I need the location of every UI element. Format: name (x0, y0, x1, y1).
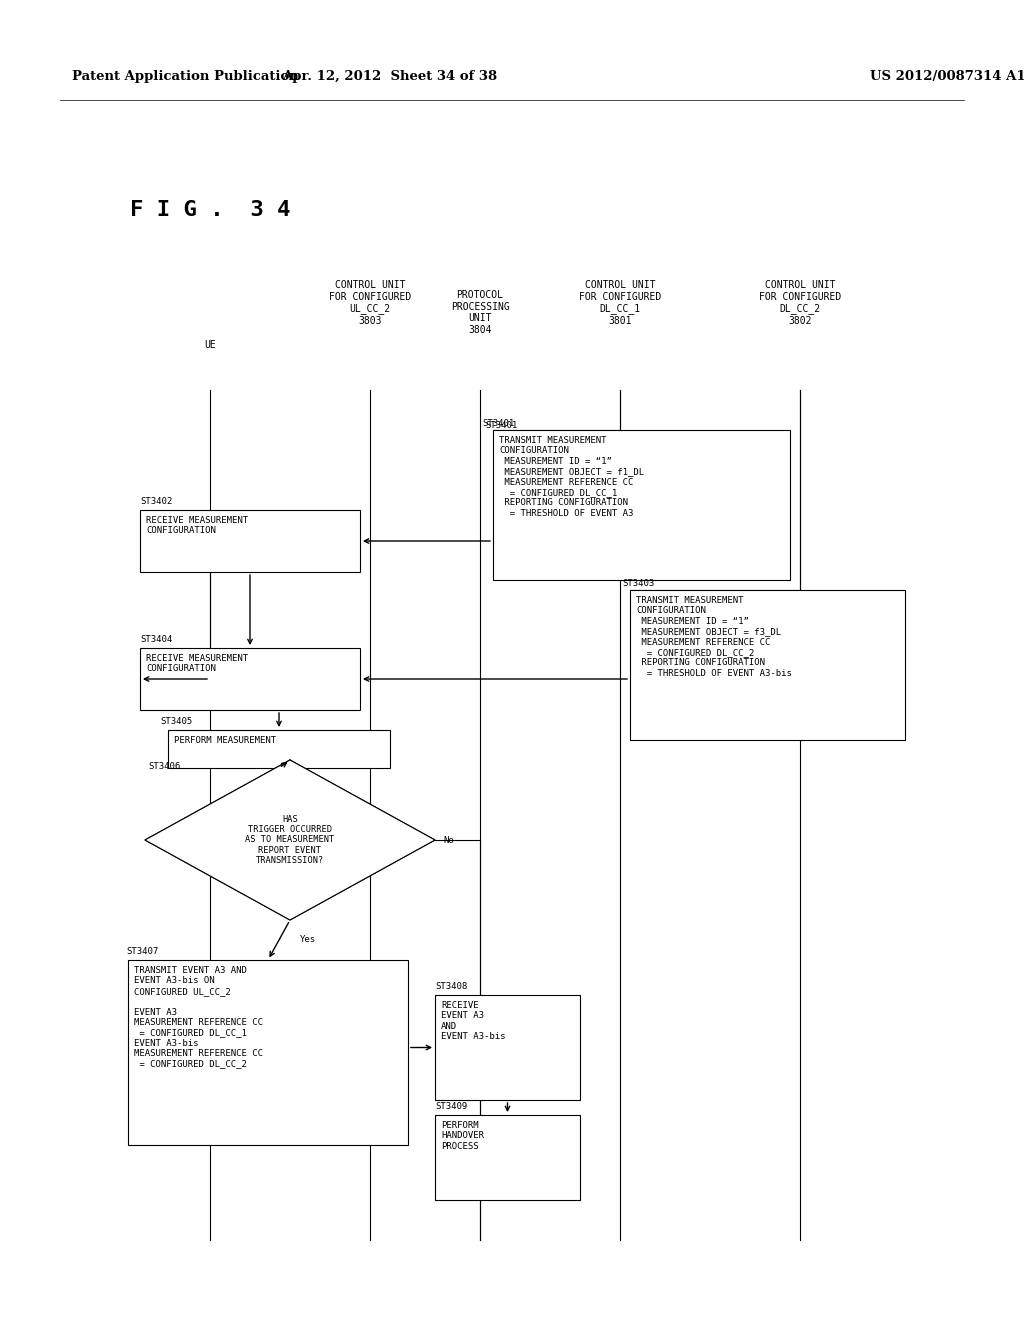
Text: F I G .  3 4: F I G . 3 4 (130, 201, 291, 220)
Text: Yes: Yes (300, 935, 316, 944)
Bar (435, 995, 580, 1100)
Text: UE: UE (204, 341, 216, 350)
Text: Apr. 12, 2012  Sheet 34 of 38: Apr. 12, 2012 Sheet 34 of 38 (283, 70, 498, 83)
Text: ST3401: ST3401 (482, 418, 514, 428)
Text: ST3408: ST3408 (435, 982, 467, 991)
Text: PROTOCOL
PROCESSING
UNIT
3804: PROTOCOL PROCESSING UNIT 3804 (451, 290, 509, 335)
Text: ST3403: ST3403 (622, 579, 654, 587)
Bar (493, 430, 790, 579)
Bar (128, 960, 408, 1144)
Text: ST3404: ST3404 (140, 635, 172, 644)
Bar (168, 730, 390, 768)
Bar (140, 648, 360, 710)
Text: No: No (443, 836, 454, 845)
Text: HAS
TRIGGER OCCURRED
AS TO MEASUREMENT
REPORT EVENT
TRANSMISSION?: HAS TRIGGER OCCURRED AS TO MEASUREMENT R… (246, 814, 335, 866)
Text: CONTROL UNIT
FOR CONFIGURED
DL_CC_2
3802: CONTROL UNIT FOR CONFIGURED DL_CC_2 3802 (759, 280, 841, 326)
Text: ST3405: ST3405 (160, 717, 193, 726)
Text: RECEIVE MEASUREMENT
CONFIGURATION: RECEIVE MEASUREMENT CONFIGURATION (146, 653, 248, 673)
Text: TRANSMIT EVENT A3 AND
EVENT A3-bis ON
CONFIGURED UL_CC_2

EVENT A3
MEASUREMENT R: TRANSMIT EVENT A3 AND EVENT A3-bis ON CO… (134, 966, 263, 1069)
Text: ST3409: ST3409 (435, 1102, 467, 1111)
Bar (630, 590, 905, 741)
Bar (435, 1115, 580, 1200)
Text: PERFORM MEASUREMENT: PERFORM MEASUREMENT (174, 737, 276, 744)
Text: RECEIVE
EVENT A3
AND
EVENT A3-bis: RECEIVE EVENT A3 AND EVENT A3-bis (441, 1001, 506, 1041)
Text: ST3401: ST3401 (485, 421, 517, 430)
Text: RECEIVE MEASUREMENT
CONFIGURATION: RECEIVE MEASUREMENT CONFIGURATION (146, 516, 248, 536)
Text: CONTROL UNIT
FOR CONFIGURED
UL_CC_2
3803: CONTROL UNIT FOR CONFIGURED UL_CC_2 3803 (329, 280, 411, 326)
Text: US 2012/0087314 A1: US 2012/0087314 A1 (870, 70, 1024, 83)
Text: ST3402: ST3402 (140, 498, 172, 506)
Text: TRANSMIT MEASUREMENT
CONFIGURATION
 MEASUREMENT ID = “1”
 MEASUREMENT OBJECT = f: TRANSMIT MEASUREMENT CONFIGURATION MEASU… (636, 597, 792, 677)
Text: TRANSMIT MEASUREMENT
CONFIGURATION
 MEASUREMENT ID = “1”
 MEASUREMENT OBJECT = f: TRANSMIT MEASUREMENT CONFIGURATION MEASU… (499, 436, 644, 517)
Text: PERFORM
HANDOVER
PROCESS: PERFORM HANDOVER PROCESS (441, 1121, 484, 1151)
Polygon shape (145, 760, 435, 920)
Text: ST3407: ST3407 (126, 946, 159, 956)
Text: CONTROL UNIT
FOR CONFIGURED
DL_CC_1
3801: CONTROL UNIT FOR CONFIGURED DL_CC_1 3801 (579, 280, 662, 326)
Text: ST3406: ST3406 (148, 762, 180, 771)
Bar (140, 510, 360, 572)
Text: Patent Application Publication: Patent Application Publication (72, 70, 299, 83)
